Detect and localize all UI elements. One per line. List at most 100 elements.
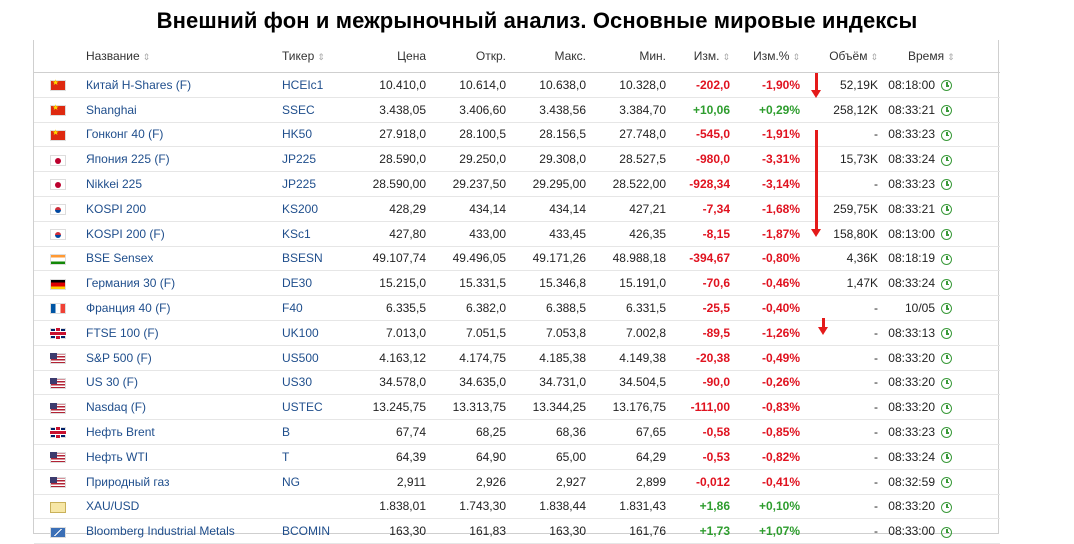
instrument-name-link[interactable]: Гонконг 40 (F) <box>82 122 278 148</box>
table-row[interactable]: Nikkei 225 JP225 28.590,00 29.237,50 29.295,… <box>34 171 1000 197</box>
header-change-pct[interactable]: Изм.% ⇕ <box>734 40 804 73</box>
price-cell: 13.245,75 <box>356 394 430 421</box>
instrument-name-link[interactable]: Нефть WTI <box>82 444 278 470</box>
high-cell: 68,36 <box>510 419 590 445</box>
header-ticker[interactable]: Тикер ⇕ <box>278 40 356 73</box>
ticker-link[interactable]: DE30 <box>278 270 356 297</box>
ticker-link[interactable]: KS200 <box>278 196 356 222</box>
instrument-name-link[interactable]: Shanghai <box>82 97 278 123</box>
ticker-link[interactable]: JP225 <box>278 146 356 173</box>
ticker-link[interactable]: US500 <box>278 345 356 371</box>
change-pct-cell: -1,26% <box>734 320 804 346</box>
header-high[interactable]: Макс. <box>510 40 590 73</box>
sort-arrows-icon[interactable]: ⇕ <box>792 52 800 62</box>
ticker-link[interactable]: JP225 <box>278 171 356 197</box>
table-row[interactable]: BSE Sensex BSESN 49.107,74 49.496,05 49.171,… <box>34 246 1000 272</box>
table-header-row: Название ⇕ Тикер ⇕ Цена Откр. Макс. Мин. И… <box>34 40 1000 73</box>
table-row[interactable]: Япония 225 (F) JP225 28.590,0 29.250,0 29.30… <box>34 146 1000 173</box>
header-volume[interactable]: Объём ⇕ <box>804 40 882 73</box>
table-row[interactable]: KOSPI 200 (F) KSc1 427,80 433,00 433,45 426,3… <box>34 221 1000 247</box>
flag-us-icon <box>50 402 66 414</box>
change-cell: -70,6 <box>670 270 734 297</box>
table-row[interactable]: Bloomberg Industrial Metals BCOMIN 163,30 1… <box>34 518 1000 544</box>
volume-cell: 1,47K <box>804 270 882 297</box>
instrument-name-link[interactable]: US 30 (F) <box>82 370 278 396</box>
ticker-link[interactable]: BSESN <box>278 246 356 272</box>
table-row[interactable]: S&P 500 (F) US500 4.163,12 4.174,75 4.185,38… <box>34 345 1000 371</box>
low-cell: 13.176,75 <box>590 394 670 421</box>
table-row[interactable]: Нефть Brent B 67,74 68,25 68,36 67,65 -0,58 -0,… <box>34 419 1000 445</box>
header-time[interactable]: Время ⇕ <box>882 40 1000 73</box>
time-cell: 08:33:23 <box>882 171 1000 197</box>
table-row[interactable]: Нефть WTI T 64,39 64,90 65,00 64,29 -0,53 -0,82… <box>34 444 1000 470</box>
instrument-name-link[interactable]: Германия 30 (F) <box>82 270 278 297</box>
open-cell: 34.635,0 <box>430 370 510 396</box>
price-cell: 428,29 <box>356 196 430 222</box>
ticker-link[interactable] <box>278 494 356 520</box>
table-row[interactable]: Франция 40 (F) F40 6.335,5 6.382,0 6.388,5 6.… <box>34 295 1000 321</box>
instrument-name-link[interactable]: Nikkei 225 <box>82 171 278 197</box>
price-cell: 163,30 <box>356 518 430 544</box>
instrument-name-link[interactable]: Природный газ <box>82 469 278 495</box>
ticker-link[interactable]: B <box>278 419 356 445</box>
ticker-link[interactable]: NG <box>278 469 356 495</box>
instrument-name-link[interactable]: Китай H-Shares (F) <box>82 72 278 98</box>
header-open[interactable]: Откр. <box>430 40 510 73</box>
instrument-name-link[interactable]: S&P 500 (F) <box>82 345 278 371</box>
table-row[interactable]: FTSE 100 (F) UK100 7.013,0 7.051,5 7.053,8 7.… <box>34 320 1000 346</box>
open-cell: 3.406,60 <box>430 97 510 123</box>
ticker-link[interactable]: F40 <box>278 295 356 321</box>
instrument-name-link[interactable]: XAU/USD <box>82 494 278 520</box>
table-row[interactable]: Германия 30 (F) DE30 15.215,0 15.331,5 15.34… <box>34 270 1000 297</box>
ticker-link[interactable]: T <box>278 444 356 470</box>
header-low[interactable]: Мин. <box>590 40 670 73</box>
header-price[interactable]: Цена <box>356 40 430 73</box>
volume-cell: - <box>804 444 882 470</box>
table-row[interactable]: Китай H-Shares (F)HCEIc110.410,010.614,0… <box>34 72 1000 98</box>
instrument-name-link[interactable]: Нефть Brent <box>82 419 278 445</box>
open-cell: 28.100,5 <box>430 122 510 148</box>
ticker-link[interactable]: UK100 <box>278 320 356 346</box>
table-row[interactable]: US 30 (F) US30 34.578,0 34.635,0 34.731,0 34.… <box>34 370 1000 396</box>
ticker-link[interactable]: HK50 <box>278 122 356 148</box>
sort-arrows-icon[interactable]: ⇕ <box>722 52 730 62</box>
instrument-name-link[interactable]: KOSPI 200 <box>82 196 278 222</box>
ticker-link[interactable]: BCOMIN <box>278 518 356 544</box>
time-value: 08:33:23 <box>888 177 935 192</box>
table-row[interactable]: Nasdaq (F) USTEC 13.245,75 13.313,75 13.344,… <box>34 394 1000 421</box>
change-pct-cell: -1,90% <box>734 72 804 98</box>
ticker-link[interactable]: USTEC <box>278 394 356 421</box>
instrument-name-link[interactable]: Nasdaq (F) <box>82 394 278 421</box>
open-cell: 1.743,30 <box>430 494 510 520</box>
ticker-link[interactable]: SSEC <box>278 97 356 123</box>
high-cell: 28.156,5 <box>510 122 590 148</box>
low-cell: 1.831,43 <box>590 494 670 520</box>
open-cell: 64,90 <box>430 444 510 470</box>
price-cell: 6.335,5 <box>356 295 430 321</box>
instrument-name-link[interactable]: FTSE 100 (F) <box>82 320 278 346</box>
table-row[interactable]: Гонконг 40 (F)HK5027.918,028.100,528.156… <box>34 122 1000 148</box>
header-price-label: Цена <box>397 49 426 63</box>
change-pct-cell: -0,40% <box>734 295 804 321</box>
sort-arrows-icon[interactable]: ⇕ <box>870 52 878 62</box>
ticker-link[interactable]: KSc1 <box>278 221 356 247</box>
sort-arrows-icon[interactable]: ⇕ <box>317 52 325 62</box>
flag-cell <box>34 444 82 470</box>
header-name[interactable]: Название ⇕ <box>82 40 278 73</box>
instrument-name-link[interactable]: Франция 40 (F) <box>82 295 278 321</box>
ticker-link[interactable]: HCEIc1 <box>278 72 356 98</box>
instrument-name-link[interactable]: KOSPI 200 (F) <box>82 221 278 247</box>
table-row[interactable]: XAU/USD 1.838,01 1.743,30 1.838,44 1.831,43 +… <box>34 494 1000 520</box>
sort-arrows-icon[interactable]: ⇕ <box>142 52 151 62</box>
table-row[interactable]: ShanghaiSSEC3.438,053.406,603.438,563.38… <box>34 97 1000 123</box>
table-row[interactable]: Природный газ NG 2,911 2,926 2,927 2,899 -0,01… <box>34 469 1000 495</box>
price-cell: 3.438,05 <box>356 97 430 123</box>
sort-arrows-icon[interactable]: ⇕ <box>947 52 955 62</box>
change-cell: -202,0 <box>670 72 734 98</box>
ticker-link[interactable]: US30 <box>278 370 356 396</box>
instrument-name-link[interactable]: Япония 225 (F) <box>82 146 278 173</box>
table-row[interactable]: KOSPI 200 KS200 428,29 434,14 434,14 427,21 -7… <box>34 196 1000 222</box>
instrument-name-link[interactable]: BSE Sensex <box>82 246 278 272</box>
instrument-name-link[interactable]: Bloomberg Industrial Metals <box>82 518 278 544</box>
header-change[interactable]: Изм. ⇕ <box>670 40 734 73</box>
